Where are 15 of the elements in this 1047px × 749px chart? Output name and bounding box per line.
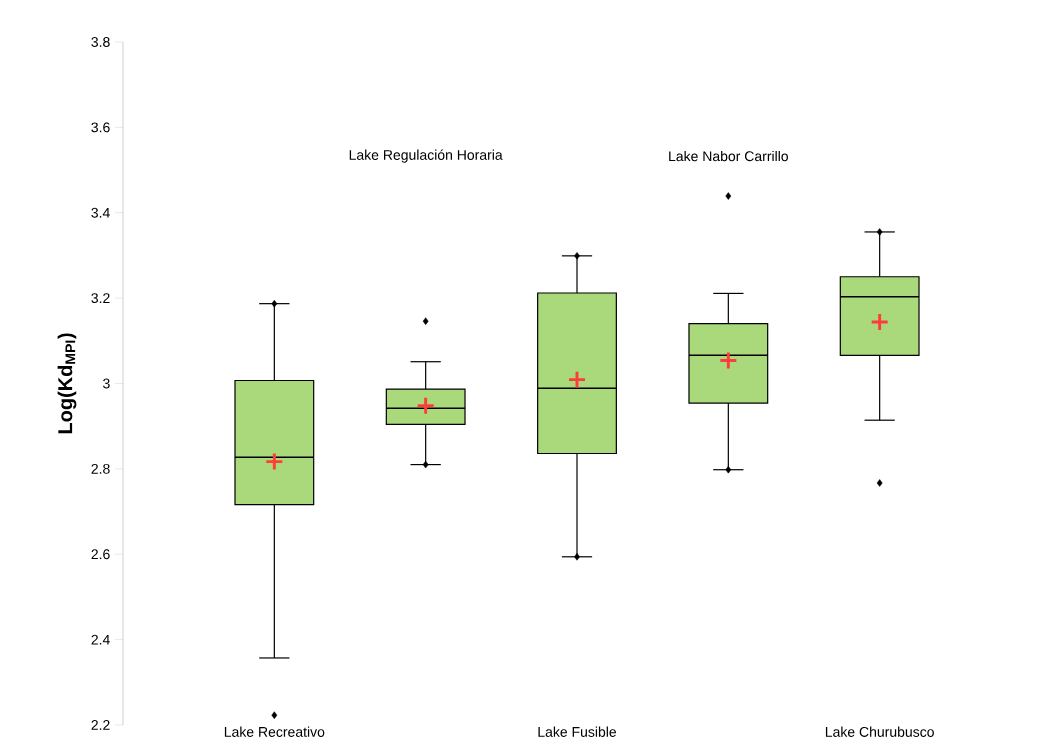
x-tick-label: Lake Nabor Carrillo xyxy=(669,150,789,162)
y-tick-label: 2.6 xyxy=(91,549,110,560)
y-tick-label: 3.6 xyxy=(91,122,110,133)
y-tick-label: 2.8 xyxy=(91,463,110,474)
x-tick-label: Lake Churubusco xyxy=(825,726,934,737)
x-tick-label: Lake Fusible xyxy=(538,726,617,737)
y-tick-label: 2.4 xyxy=(91,634,110,645)
y-tick-label: 3.2 xyxy=(91,293,110,304)
y-axis-title: Log(Kd$_{MPI}$) xyxy=(57,333,77,434)
y-tick-label: 2.2 xyxy=(91,720,110,730)
y-tick-label: 3 xyxy=(103,378,110,389)
x-tick-label: Lake Regulación Horaria xyxy=(349,149,503,163)
y-tick-label: 3.8 xyxy=(91,37,110,47)
x-tick-label: Lake Recreativo xyxy=(224,726,325,737)
y-tick-label: 3.4 xyxy=(91,207,110,218)
